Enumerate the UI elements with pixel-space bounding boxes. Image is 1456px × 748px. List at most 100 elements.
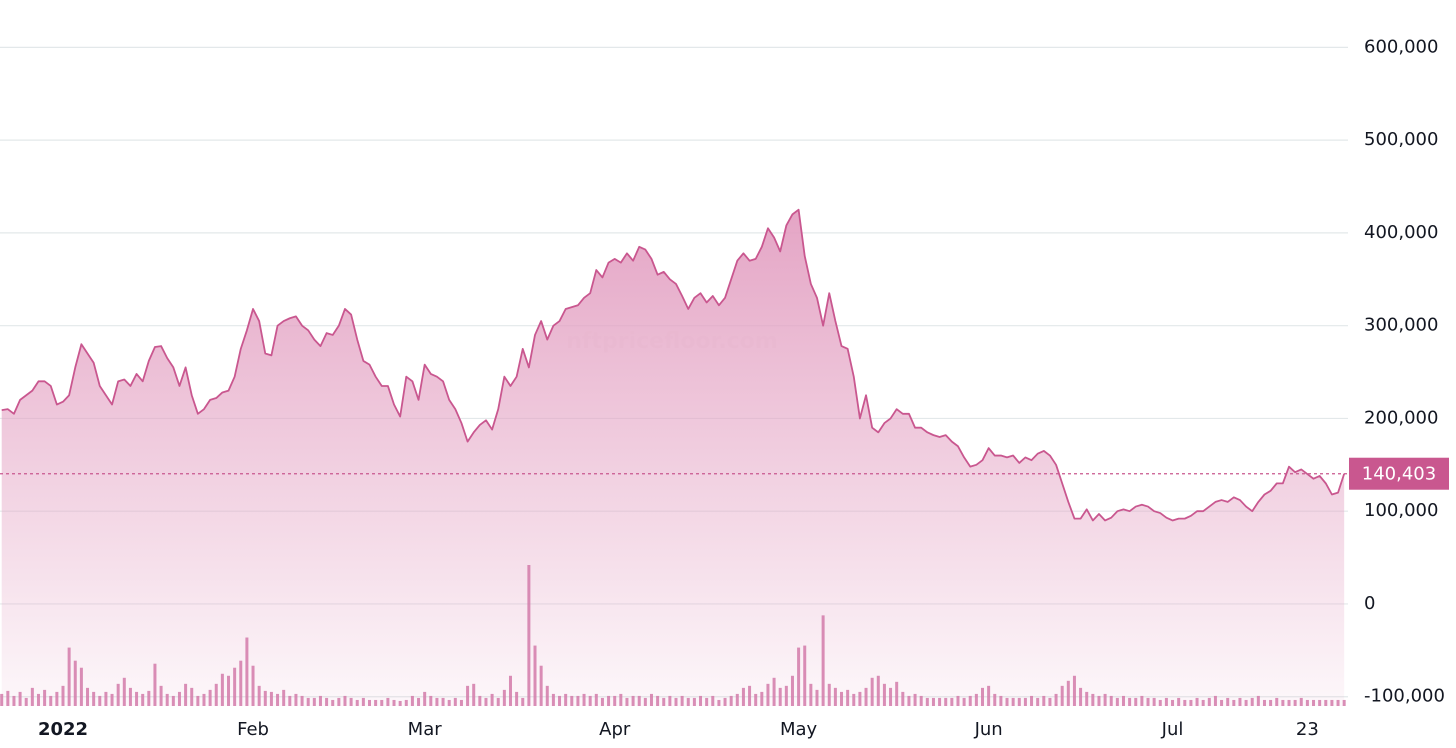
volume-bar — [1079, 687, 1083, 706]
volume-bar — [153, 663, 157, 706]
volume-bar — [919, 695, 923, 706]
volume-bar — [423, 691, 427, 706]
volume-bar — [1097, 695, 1101, 706]
volume-bar — [600, 697, 604, 706]
volume-bar — [803, 645, 807, 706]
last-value-box — [1349, 457, 1449, 490]
volume-bar — [766, 683, 770, 706]
volume-bar — [815, 689, 819, 706]
volume-bar — [833, 687, 837, 706]
volume-bar — [1269, 699, 1273, 706]
volume-bar — [1299, 697, 1303, 706]
volume-bar — [245, 637, 249, 706]
volume-bar — [809, 683, 813, 706]
volume-bar — [404, 699, 408, 706]
volume-bar — [300, 695, 304, 706]
volume-bar — [993, 693, 997, 706]
volume-bar — [674, 697, 678, 706]
volume-bar — [938, 697, 942, 706]
volume-bar — [380, 699, 384, 706]
volume-bar — [1232, 699, 1236, 706]
volume-bar — [1213, 695, 1217, 706]
volume-bar — [1060, 685, 1064, 706]
volume-bar — [1281, 699, 1285, 706]
volume-bar — [92, 691, 96, 706]
volume-bar — [1312, 699, 1316, 706]
volume-bar — [177, 691, 181, 706]
x-tick-label: Jul — [1161, 719, 1184, 740]
volume-bar — [43, 689, 47, 706]
volume-bar — [165, 693, 169, 706]
volume-bar — [840, 691, 844, 706]
volume-bar — [484, 697, 488, 706]
volume-bar — [692, 697, 696, 706]
volume-bar — [276, 693, 280, 706]
volume-bar — [368, 699, 371, 706]
area-fill — [1, 209, 1345, 706]
volume-bar — [349, 697, 353, 706]
volume-bar — [1158, 699, 1162, 706]
volume-bar — [227, 675, 231, 706]
volume-bar — [6, 690, 10, 706]
volume-bar — [1220, 699, 1224, 706]
y-tick-label: -100,000 — [1364, 686, 1445, 707]
volume-bar — [1262, 699, 1266, 706]
volume-bar — [987, 685, 991, 706]
volume-bar — [901, 691, 905, 706]
y-tick-label: 300,000 — [1364, 315, 1438, 336]
volume-bar — [594, 693, 598, 706]
volume-bar — [0, 693, 4, 706]
volume-bar — [220, 673, 224, 706]
x-tick-label: May — [780, 719, 818, 740]
volume-bar — [1146, 697, 1150, 706]
volume-bar — [656, 695, 660, 706]
volume-bar — [263, 690, 267, 706]
volume-bar — [907, 695, 911, 706]
volume-bar — [1091, 693, 1095, 706]
volume-bar — [1171, 699, 1175, 706]
last-value-label: 140,403 — [1362, 464, 1436, 485]
volume-bar — [67, 647, 71, 706]
y-tick-label: 0 — [1364, 593, 1375, 614]
volume-bar — [12, 695, 16, 706]
volume-bar — [1342, 699, 1346, 706]
volume-bar — [699, 695, 703, 706]
y-tick-label: 400,000 — [1364, 222, 1438, 243]
volume-bar — [539, 665, 543, 706]
volume-bar — [343, 695, 347, 706]
x-tick-label: Jun — [974, 719, 1003, 740]
volume-bar — [895, 681, 899, 706]
volume-bar — [1177, 697, 1181, 706]
volume-bar — [1238, 697, 1242, 706]
volume-bar — [1189, 699, 1193, 706]
volume-bar — [889, 687, 893, 706]
y-tick-label: 500,000 — [1364, 129, 1438, 150]
volume-bar — [968, 695, 972, 706]
volume-bar — [331, 699, 335, 706]
y-tick-label: 200,000 — [1364, 407, 1438, 428]
volume-bar — [171, 695, 175, 706]
volume-bar — [116, 683, 120, 706]
volume-bar — [582, 693, 586, 706]
volume-bar — [1324, 699, 1328, 706]
volume-bar — [502, 689, 506, 706]
volume-bar — [1336, 699, 1340, 706]
volume-bar — [141, 693, 145, 706]
volume-bar — [533, 645, 537, 706]
volume-bar — [625, 697, 629, 706]
volume-bar — [1256, 695, 1260, 706]
volume-bar — [870, 677, 874, 706]
volume-bar — [214, 683, 218, 706]
volume-bar — [705, 697, 709, 706]
volume-bar — [392, 699, 396, 706]
volume-bar — [1023, 697, 1027, 706]
volume-bar — [110, 693, 114, 706]
volume-bar — [999, 695, 1003, 706]
volume-bar — [306, 697, 310, 706]
volume-bar — [686, 697, 690, 706]
volume-bar — [748, 685, 752, 706]
volume-bar — [435, 697, 439, 706]
volume-bar — [754, 693, 758, 706]
volume-bar — [79, 667, 83, 706]
